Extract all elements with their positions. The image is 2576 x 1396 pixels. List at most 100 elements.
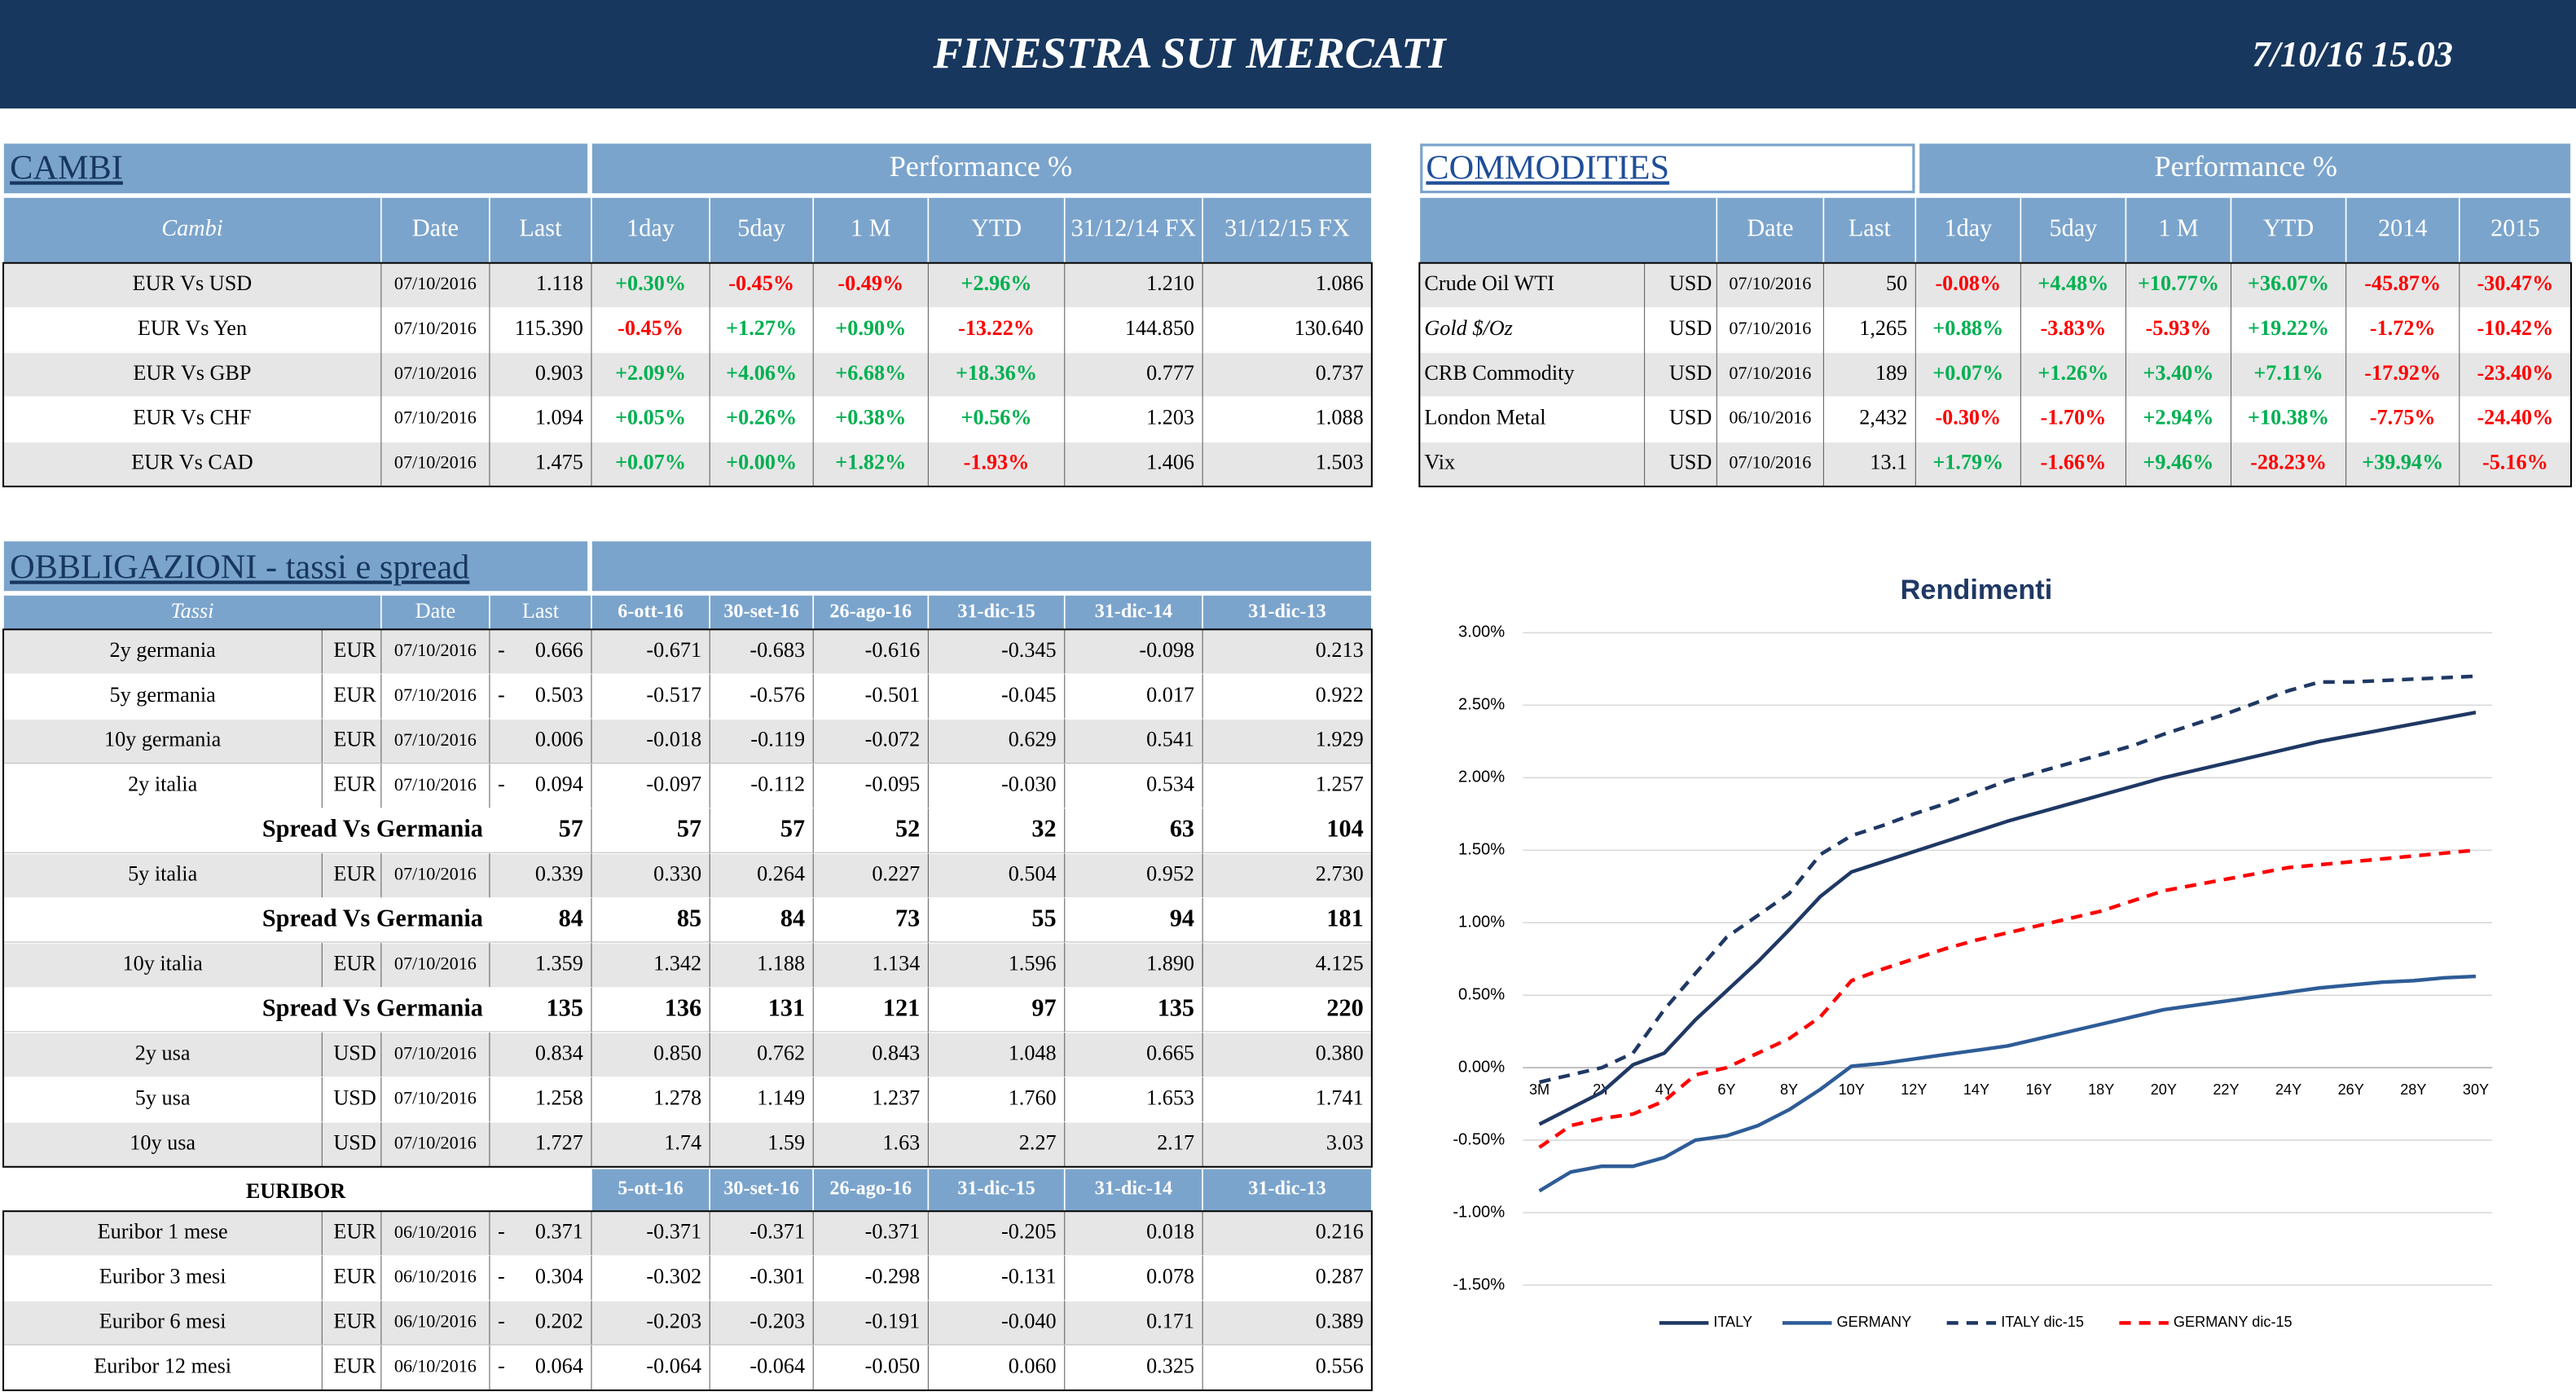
cell-text: +3.40% (2143, 361, 2213, 385)
row-bg (1418, 306, 2572, 354)
cell-text: 220 (1326, 993, 1363, 1021)
column-header (1063, 196, 1203, 264)
x-tick-label: 26Y (2338, 1081, 2364, 1098)
cell-text: 0.777 (1146, 361, 1194, 385)
y-tick-label: 1.00% (1458, 914, 1505, 931)
column-header-text: 5-ott-16 (618, 1178, 684, 1200)
cell-text: - (498, 1310, 505, 1333)
cell-text: 0.629 (1009, 728, 1057, 751)
cell-text: 07/10/2016 (394, 452, 477, 473)
cell-text: 1.257 (1316, 773, 1364, 796)
row-bg (2, 673, 1373, 720)
cell-text: 1.203 (1146, 406, 1194, 429)
column-header-text: 31-dic-13 (1248, 601, 1325, 623)
cell-text: -0.302 (646, 1265, 701, 1288)
cell-text: 0.094 (535, 773, 583, 796)
cell-text: -0.08% (1935, 271, 2001, 295)
x-tick-label: 28Y (2400, 1081, 2426, 1098)
cell-text: 5y usa (135, 1086, 191, 1109)
cell-text: 1.094 (535, 406, 583, 429)
euribor-header (3, 1168, 588, 1212)
cell-text: 2.17 (1157, 1130, 1194, 1154)
x-tick-label: 6Y (1717, 1081, 1735, 1098)
cell-text: 0.216 (1316, 1220, 1364, 1244)
cell-text: -1.70% (2041, 406, 2107, 429)
column-header (2, 196, 382, 264)
cell-text: 10y germania (104, 728, 222, 751)
x-tick-label: 3M (1529, 1081, 1550, 1098)
row-bg (2, 808, 1373, 854)
cell-text: USD (333, 1041, 376, 1064)
cell-text: 07/10/2016 (1729, 273, 1811, 293)
cell-text: -0.098 (1139, 638, 1194, 662)
cell-text: -0.191 (865, 1310, 921, 1333)
cell-text: 84 (559, 904, 583, 931)
cell-text: USD (1669, 271, 1712, 295)
column-header (1202, 1167, 1373, 1213)
row-bg (2, 718, 1373, 765)
y-tick-label: -1.50% (1453, 1275, 1505, 1293)
chart-title: Rendimenti (1901, 575, 2053, 606)
column-header (2345, 196, 2460, 264)
cell-text: 0.018 (1146, 1220, 1194, 1244)
cell-text: -0.371 (646, 1220, 701, 1244)
y-tick-label: -0.50% (1453, 1130, 1505, 1148)
cell-text: EUR (333, 1310, 376, 1333)
cell-text: -0.576 (750, 683, 805, 707)
cell-text: 2y germania (110, 638, 217, 662)
cell-text: 07/10/2016 (394, 363, 477, 383)
cell-text: -0.040 (1001, 1310, 1057, 1333)
cell-text: +10.77% (2138, 271, 2219, 295)
cell-text: USD (1669, 451, 1712, 474)
column-header-text: Last (522, 599, 560, 623)
column-header (1063, 594, 1203, 631)
cell-text: 0.006 (535, 728, 583, 751)
cell-text: - (498, 683, 505, 707)
column-header-text: 31-dic-14 (1095, 1178, 1172, 1200)
cell-text: 07/10/2016 (394, 774, 477, 795)
cell-text: +4.48% (2038, 271, 2108, 295)
cell-text: 13.1 (1870, 451, 1907, 474)
cell-text: EUR (333, 1265, 376, 1288)
cell-text: 10y usa (130, 1130, 196, 1154)
cell-text: -10.42% (2477, 316, 2553, 340)
cell-text: 2,432 (1859, 406, 1907, 429)
cell-text: +4.06% (726, 361, 797, 385)
cell-text: - (498, 1220, 505, 1244)
y-tick-label: 0.50% (1458, 985, 1505, 1003)
cell-text: 0.213 (1316, 638, 1364, 662)
section-header (2, 539, 589, 592)
row-bg (2, 441, 1373, 487)
cell-text: Euribor 3 mesi (99, 1265, 226, 1288)
cell-text: 1.63 (882, 1130, 920, 1154)
cell-text: Gold $/Oz (1424, 316, 1512, 340)
cell-text: 0.556 (1316, 1354, 1364, 1378)
cell-text: 32 (1031, 815, 1056, 843)
column-header-text: 5day (737, 214, 785, 241)
cell-text: 1.741 (1316, 1086, 1364, 1109)
cell-text: 2y usa (135, 1041, 191, 1064)
cell-text: 07/10/2016 (394, 1132, 477, 1152)
series-line (1538, 848, 2477, 1149)
cell-text: 06/10/2016 (394, 1311, 477, 1332)
cell-text: 07/10/2016 (1729, 363, 1811, 383)
cell-text: -5.16% (2482, 451, 2548, 474)
cell-text: - (498, 773, 505, 796)
cell-text: -0.112 (750, 773, 805, 796)
x-tick-label: 18Y (2088, 1081, 2114, 1098)
cell-text: 181 (1326, 904, 1363, 931)
section-header (2, 142, 589, 195)
y-tick-label: 0.00% (1458, 1058, 1505, 1076)
cell-text: 1.278 (653, 1086, 701, 1109)
cell-text: 50 (1886, 271, 1907, 295)
cell-text: -30.47% (2477, 271, 2553, 295)
column-header-text: Last (519, 214, 562, 241)
series-line (1538, 974, 2477, 1193)
row-bg (2, 262, 1373, 309)
cell-text: -0.298 (865, 1265, 921, 1288)
legend-label: GERMANY dic-15 (2174, 1314, 2292, 1330)
cell-text: 0.834 (535, 1041, 583, 1064)
series-line (1538, 711, 2477, 1126)
cell-text: +0.07% (615, 451, 686, 474)
cell-text: 63 (1170, 815, 1194, 843)
